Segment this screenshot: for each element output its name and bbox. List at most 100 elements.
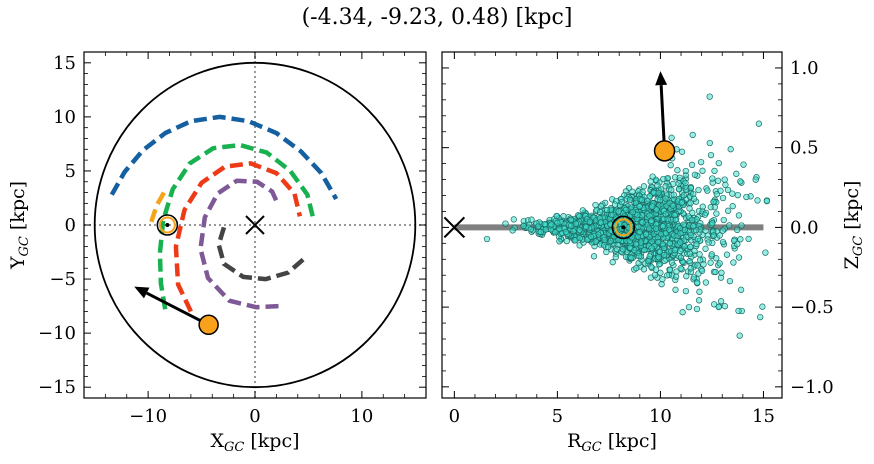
- scatter-point: [736, 332, 743, 339]
- scatter-point: [648, 217, 655, 224]
- scatter-point: [672, 286, 679, 293]
- scatter-point: [633, 240, 640, 248]
- scatter-point: [636, 203, 643, 210]
- scatter-point: [618, 198, 625, 206]
- scatter-point: [713, 191, 720, 198]
- scatter-point: [615, 208, 622, 215]
- scatter-point: [567, 216, 575, 223]
- scatter-point: [677, 239, 684, 246]
- scatter-point: [697, 256, 704, 264]
- scatter-point: [702, 227, 709, 234]
- scatter-point: [690, 274, 698, 281]
- scatter-point: [698, 267, 706, 274]
- right-y-tick-label: 0.0: [790, 217, 819, 238]
- scatter-point: [689, 216, 696, 224]
- scatter-point: [509, 227, 516, 234]
- scatter-point: [639, 219, 646, 226]
- scatter-point: [660, 251, 668, 259]
- scatter-point: [711, 167, 718, 175]
- scatter-point: [715, 303, 722, 311]
- scatter-point: [709, 220, 716, 227]
- scatter-point: [560, 213, 567, 220]
- scatter-point: [683, 273, 690, 280]
- right-x-tick-label: 0: [449, 406, 460, 427]
- scatter-point: [562, 228, 570, 236]
- scatter-point: [734, 240, 741, 248]
- scatter-point: [556, 238, 563, 245]
- scatter-point: [642, 231, 650, 238]
- left-y-tick-label: 10: [53, 107, 76, 128]
- scatter-point: [668, 134, 675, 141]
- scatter-point: [702, 279, 710, 286]
- sun-marker: [156, 214, 179, 236]
- scatter-point: [675, 186, 683, 193]
- scatter-point: [696, 251, 703, 258]
- scatter-point: [702, 245, 709, 252]
- object-velocity-arrow: [659, 85, 667, 151]
- scatter-point: [629, 188, 636, 195]
- scatter-point: [612, 253, 619, 261]
- left-x-axis-label: XGC [kpc]: [210, 430, 299, 455]
- spiral-arm-1: [109, 114, 339, 201]
- scatter-point: [686, 258, 693, 265]
- right-x-tick-label: 5: [552, 406, 563, 427]
- scatter-point: [583, 223, 590, 231]
- scatter-point: [686, 205, 693, 212]
- scatter-point: [759, 303, 766, 310]
- scatter-point: [707, 151, 715, 159]
- scatter-point: [729, 203, 736, 210]
- object-marker: [198, 314, 219, 336]
- spiral-arm-4: [173, 161, 303, 313]
- right-axes-frame: [441, 51, 783, 399]
- scatter-point: [656, 261, 663, 268]
- scatter-point: [710, 301, 718, 308]
- scatter-point: [705, 239, 712, 246]
- scatter-point: [553, 212, 560, 220]
- scatter-point: [689, 209, 696, 216]
- scatter-point: [628, 254, 635, 262]
- scatter-point: [719, 238, 727, 246]
- scatter-point: [535, 223, 542, 230]
- scatter-point: [622, 206, 630, 214]
- scatter-point: [520, 222, 527, 230]
- scatter-point: [657, 269, 664, 276]
- scatter-point: [682, 179, 689, 187]
- scatter-point: [586, 218, 594, 225]
- scatter-point: [609, 259, 616, 266]
- scatter-point: [645, 257, 652, 265]
- left-x-tick-label: 0: [249, 406, 260, 427]
- scatter-point: [651, 271, 659, 279]
- scatter-point: [682, 287, 690, 295]
- scatter-point: [752, 176, 759, 183]
- scatter-point: [719, 227, 726, 234]
- scatter-point: [590, 253, 598, 260]
- scatter-point: [570, 228, 577, 235]
- left-y-tick-label: 5: [65, 161, 76, 182]
- star-scatter-points: [483, 93, 771, 339]
- scatter-point: [675, 180, 682, 187]
- scatter-point: [662, 210, 669, 218]
- scatter-point: [674, 167, 681, 174]
- scatter-point: [713, 210, 720, 217]
- scatter-point: [687, 243, 694, 250]
- scatter-point: [527, 226, 534, 233]
- scatter-point: [657, 196, 664, 204]
- scatter-point: [678, 148, 686, 155]
- scatter-point: [668, 259, 676, 266]
- scatter-point: [666, 240, 673, 247]
- scatter-point: [690, 195, 698, 202]
- scatter-point: [655, 189, 662, 196]
- scatter-point: [682, 167, 689, 175]
- scatter-point: [636, 252, 643, 260]
- scatter-point: [634, 233, 642, 240]
- scatter-point: [608, 211, 615, 219]
- scatter-point: [654, 182, 661, 189]
- scatter-point: [734, 226, 741, 234]
- scatter-point: [502, 220, 509, 227]
- scatter-point: [687, 185, 695, 192]
- scatter-point: [712, 268, 719, 276]
- scatter-point: [510, 216, 517, 223]
- scatter-point: [745, 235, 752, 243]
- galactic-disk-circle: [93, 61, 417, 389]
